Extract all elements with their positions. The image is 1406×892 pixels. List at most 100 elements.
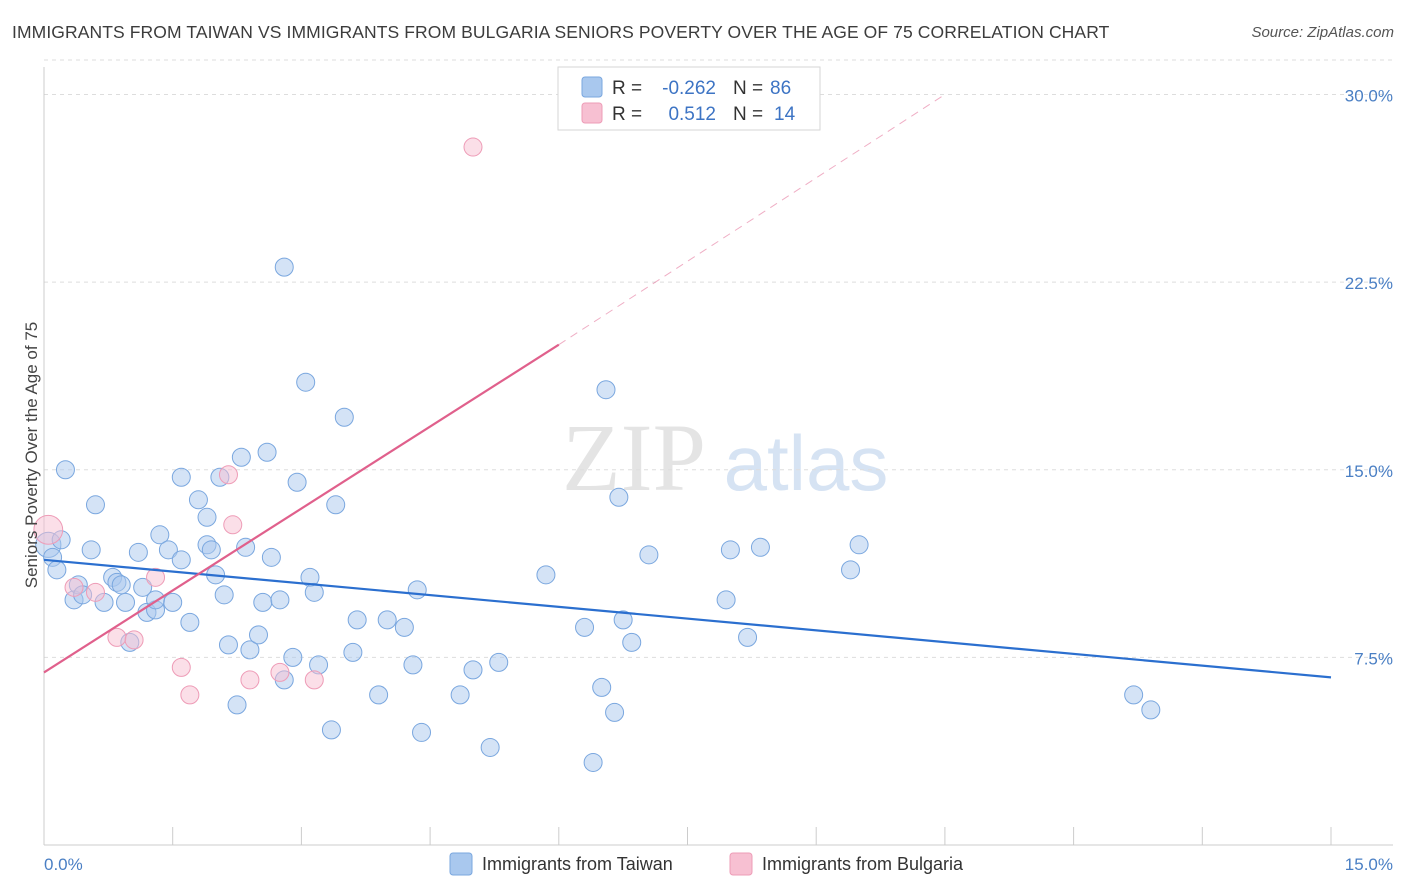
y-axis-label: Seniors Poverty Over the Age of 75 xyxy=(22,322,41,588)
scatter-point-taiwan xyxy=(133,577,153,597)
scatter-point-taiwan xyxy=(171,550,191,570)
legend-swatch-taiwan xyxy=(581,76,603,98)
scatter-point-taiwan xyxy=(111,575,131,595)
scatter-point-bulgaria xyxy=(124,630,144,650)
scatter-point-taiwan xyxy=(536,565,556,585)
scatter-point-taiwan xyxy=(639,545,659,565)
scatter-point-taiwan xyxy=(201,540,221,560)
scatter-point-taiwan xyxy=(343,642,363,662)
legend-r-label-taiwan: R = xyxy=(612,78,642,99)
trend-layer xyxy=(43,94,1332,679)
scatter-point-taiwan xyxy=(257,442,277,462)
series-legend: Immigrants from Taiwan Immigrants from B… xyxy=(449,852,964,876)
watermark-zip: ZIP xyxy=(562,404,706,511)
scatter-point-taiwan xyxy=(180,612,200,632)
scatter-point-taiwan xyxy=(489,652,509,672)
scatter-point-taiwan xyxy=(188,490,208,510)
scatter-point-bulgaria xyxy=(270,662,290,682)
y-tick-label: 15.0% xyxy=(1345,462,1393,481)
legend-n-label-taiwan: N = xyxy=(733,78,763,99)
scatter-point-taiwan xyxy=(163,592,183,612)
scatter-point-bulgaria xyxy=(223,515,243,535)
scatter-point-taiwan xyxy=(716,590,736,610)
scatter-point-taiwan xyxy=(1141,700,1161,720)
scatter-point-taiwan xyxy=(609,487,629,507)
legend-r-value-bulgaria: 0.512 xyxy=(668,104,716,125)
scatter-point-taiwan xyxy=(720,540,740,560)
scatter-point-taiwan xyxy=(274,257,294,277)
scatter-point-taiwan xyxy=(287,472,307,492)
scatter-point-bulgaria xyxy=(180,685,200,705)
scatter-point-taiwan xyxy=(613,610,633,630)
bottom-legend-swatch-bulgaria xyxy=(729,852,753,876)
legend-r-label-bulgaria: R = xyxy=(612,104,642,125)
legend-n-label-bulgaria: N = xyxy=(733,104,763,125)
scatter-point-taiwan xyxy=(738,627,758,647)
scatter-point-taiwan xyxy=(128,542,148,562)
trend-extension-bulgaria xyxy=(558,94,946,346)
scatter-point-taiwan xyxy=(249,625,268,645)
scatter-point-taiwan xyxy=(197,507,217,527)
scatter-point-bulgaria xyxy=(85,582,105,602)
scatter-point-taiwan xyxy=(253,592,273,612)
y-tick-label: 22.5% xyxy=(1345,274,1393,293)
bottom-legend-label-bulgaria: Immigrants from Bulgaria xyxy=(762,854,964,874)
scatter-point-bulgaria xyxy=(33,514,64,545)
scatter-point-bulgaria xyxy=(146,567,166,587)
scatter-point-taiwan xyxy=(55,460,75,480)
scatter-point-taiwan xyxy=(407,580,427,600)
scatter-point-taiwan xyxy=(304,582,324,602)
scatter-point-taiwan xyxy=(227,695,247,715)
scatter-point-taiwan xyxy=(171,467,191,487)
scatter-point-taiwan xyxy=(231,447,251,467)
scatter-point-taiwan xyxy=(596,380,616,400)
scatter-point-taiwan xyxy=(261,547,281,567)
trend-line-taiwan xyxy=(43,558,1332,679)
scatter-point-bulgaria xyxy=(304,670,324,690)
scatter-point-bulgaria xyxy=(463,137,483,157)
scatter-point-taiwan xyxy=(81,540,101,560)
legend-r-value-taiwan: -0.262 xyxy=(662,78,716,99)
scatter-point-bulgaria xyxy=(171,657,191,677)
grid-layer xyxy=(44,59,1393,658)
scatter-point-taiwan xyxy=(150,525,170,545)
y-tick-label: 7.5% xyxy=(1354,649,1393,668)
scatter-point-taiwan xyxy=(605,702,625,722)
trend-line-bulgaria xyxy=(43,343,560,674)
scatter-point-taiwan xyxy=(214,585,234,605)
scatter-point-taiwan xyxy=(321,720,341,740)
scatter-point-taiwan xyxy=(403,655,423,675)
scatter-point-taiwan xyxy=(377,610,397,630)
scatter-point-taiwan xyxy=(369,685,389,705)
y-tick-label: 30.0% xyxy=(1345,87,1393,106)
scatter-point-taiwan xyxy=(240,640,260,660)
scatter-point-taiwan xyxy=(283,647,303,667)
scatter-point-taiwan xyxy=(85,495,105,515)
axis-layer: 7.5% 15.0% 22.5% 30.0% xyxy=(43,67,1393,846)
legend-swatch-bulgaria xyxy=(581,102,603,124)
scatter-point-taiwan xyxy=(463,660,483,680)
scatter-point-taiwan xyxy=(592,677,612,697)
scatter-point-taiwan xyxy=(849,535,869,555)
scatter-point-taiwan xyxy=(622,632,642,652)
scatter-point-taiwan xyxy=(47,560,67,580)
source-label: Source: ZipAtlas.com xyxy=(1251,24,1394,41)
bottom-legend-label-taiwan: Immigrants from Taiwan xyxy=(482,854,673,874)
x-tick-min: 0.0% xyxy=(44,855,83,874)
scatter-point-taiwan xyxy=(270,590,290,610)
scatter-point-taiwan xyxy=(750,537,770,557)
scatter-point-taiwan xyxy=(841,560,861,580)
scatter-point-taiwan xyxy=(575,617,595,637)
scatter-point-taiwan xyxy=(326,495,346,515)
correlation-legend: R = -0.262 N = 86 R = 0.512 N = 14 xyxy=(557,66,821,131)
scatter-point-bulgaria xyxy=(64,577,84,597)
scatter-point-taiwan xyxy=(347,610,367,630)
scatter-point-bulgaria xyxy=(240,670,260,690)
scatter-point-taiwan xyxy=(450,685,470,705)
scatter-point-taiwan xyxy=(158,540,178,560)
legend-n-value-taiwan: 86 xyxy=(770,78,791,99)
chart-title: IMMIGRANTS FROM TAIWAN VS IMMIGRANTS FRO… xyxy=(12,22,1110,42)
legend-n-value-bulgaria: 14 xyxy=(774,104,796,125)
scatter-point-taiwan xyxy=(218,635,238,655)
scatter-point-taiwan xyxy=(116,592,136,612)
